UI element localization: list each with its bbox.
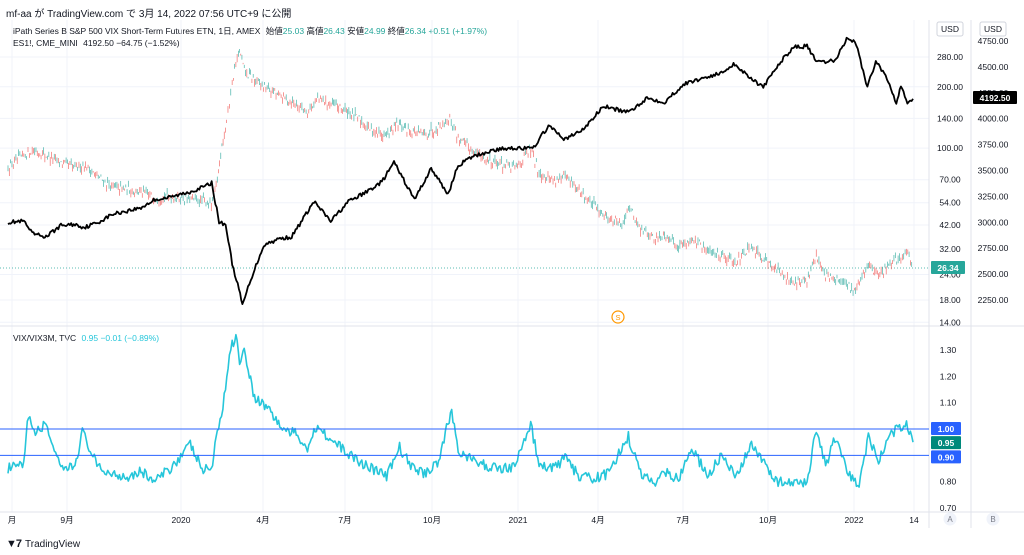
- left-axis-tick-label: 24.00: [939, 270, 961, 280]
- tradingview-logo-icon[interactable]: ▼7: [6, 538, 22, 550]
- right-axis-tick-label: 3500.00: [978, 166, 1009, 176]
- legend-vxx-high: 26.43: [323, 26, 345, 36]
- currency-label: USD: [984, 24, 1002, 34]
- vxx-last-price-label-bg: [931, 261, 965, 274]
- price-labels: 26.34 4192.50 1.00 0.95 0.90: [931, 91, 1017, 464]
- x-tick-label: 2020: [172, 515, 191, 525]
- x-tick-label: 9月: [60, 515, 73, 525]
- legend-vxx: iPath Series B S&P 500 VIX Short-Term Fu…: [13, 25, 487, 37]
- pane-button-a-bg[interactable]: [943, 512, 957, 526]
- pane-button-a[interactable]: A: [943, 512, 957, 526]
- legend-es-change: −64.75 (−1.52%): [116, 38, 180, 48]
- legend-vxx-low-label: 安値: [347, 26, 365, 36]
- legend-ratio: VIX/VIX3M, TVC 0.95 −0.01 (−0.89%): [13, 333, 159, 343]
- legend-vxx-high-label: 高値: [306, 26, 324, 36]
- legend-vxx-change: +0.51 (+1.97%): [428, 26, 488, 36]
- x-tick-label: 4月: [591, 515, 604, 525]
- pane-button-b-bg[interactable]: [986, 512, 1000, 526]
- lower-axis-tick-label: 0.70: [940, 503, 957, 513]
- legend-ratio-value: 0.95: [81, 333, 99, 343]
- vxx-series: [7, 49, 913, 296]
- x-tick-label: 14: [909, 515, 919, 525]
- right-axis-tick-label: 2250.00: [978, 295, 1009, 305]
- pane-button-b[interactable]: B: [986, 512, 1000, 526]
- pane-button-b-label: B: [990, 515, 995, 524]
- session-icon[interactable]: [611, 310, 625, 324]
- legend-ratio-title: VIX/VIX3M, TVC: [13, 333, 77, 343]
- right-axis-tick-label: 2500.00: [978, 269, 1009, 279]
- lower-axis-tick-label: 1.00: [940, 424, 957, 434]
- legend-ratio-change: −0.01 (−0.89%): [100, 333, 160, 343]
- currency-box[interactable]: [936, 21, 964, 37]
- legend-vxx-open-label: 始値: [265, 26, 283, 36]
- session-marker[interactable]: S: [611, 310, 625, 324]
- footer: ▼7 TradingView: [6, 538, 80, 550]
- x-tick-label: 10月: [423, 515, 441, 525]
- legend-vxx-close-label: 終値: [387, 26, 405, 36]
- legend-es-title: ES1!, CME_MINI: [13, 38, 78, 48]
- left-axis-tick-label: 100.00: [937, 143, 963, 153]
- session-icon-label: S: [615, 313, 620, 322]
- right-axis-tick-label: 4000.00: [978, 114, 1009, 124]
- left-axis-tick-label: 70.00: [939, 175, 961, 185]
- ratio-last-label: 0.95: [938, 438, 955, 448]
- x-tick-label: 7月: [338, 515, 351, 525]
- left-axis-tick-label: 200.00: [937, 82, 963, 92]
- right-axis-tick-label: 3000.00: [978, 217, 1009, 227]
- publish-header: mf-aa が TradingView.com で 3月 14, 2022 07…: [6, 9, 292, 20]
- lower-axis-tick-label: 1.30: [940, 345, 957, 355]
- left-axis-tick-label: 42.00: [939, 220, 961, 230]
- right-axis-tick-label: 2750.00: [978, 243, 1009, 253]
- legend-vxx-close: 26.34: [404, 26, 427, 36]
- right-axis-tick-label: 3250.00: [978, 191, 1009, 201]
- axes: 月 9月 2020 4月 7月 10月 2021 4月 7月 10月 2022 14 280.00 200…: [8, 21, 1009, 525]
- ratio-series: [7, 333, 914, 488]
- lower-axis-tick-label: 0.90: [940, 450, 957, 460]
- currency-label: USD: [941, 24, 959, 34]
- x-tick-label: 10月: [759, 515, 777, 525]
- lower-axis-tick-label: 1.20: [940, 371, 957, 381]
- x-tick-label: 7月: [676, 515, 689, 525]
- es-last-price-label-bg: [973, 91, 1017, 104]
- left-axis-tick-label: 140.00: [937, 113, 963, 123]
- left-axis-tick-label: 280.00: [937, 52, 963, 62]
- left-axis-tick-label: 14.00: [939, 317, 961, 327]
- currency-box[interactable]: [979, 21, 1007, 37]
- legend-es: ES1!, CME_MINI 4192.50 −64.75 (−1.52%): [13, 38, 180, 48]
- left-axis-tick-label: 18.00: [939, 295, 961, 305]
- right-axis-tick-label: 4250.00: [978, 88, 1009, 98]
- x-tick-label: 月: [8, 515, 17, 525]
- ratio-level-label-upper: 1.00: [938, 424, 955, 434]
- ratio-level-label-upper-bg: [931, 422, 961, 435]
- legend-vxx-low: 24.99: [364, 26, 386, 36]
- es-last-price-label: 4192.50: [980, 93, 1011, 103]
- legend-vxx-title: iPath Series B S&P 500 VIX Short-Term Fu…: [13, 26, 261, 36]
- right-axis-tick-label: 4500.00: [978, 62, 1009, 72]
- left-axis-tick-label: 54.00: [939, 198, 961, 208]
- ratio-line: [7, 333, 914, 488]
- lower-axis-tick-label: 0.80: [940, 477, 957, 487]
- right-axis-tick-label: 3750.00: [978, 140, 1009, 150]
- right-axis-tick-label: 4750.00: [978, 36, 1009, 46]
- pane-button-a-label: A: [947, 515, 953, 524]
- grid-lines: [0, 20, 929, 512]
- ratio-last-label-bg: [931, 436, 961, 450]
- x-tick-label: 2022: [845, 515, 864, 525]
- footer-brand[interactable]: TradingView: [25, 538, 81, 550]
- es-series: [7, 36, 914, 306]
- x-tick-label: 4月: [256, 515, 269, 525]
- vxx-last-price-label: 26.34: [937, 263, 959, 273]
- lower-axis-tick-label: 1.10: [940, 398, 957, 408]
- ratio-levels: [0, 428, 929, 456]
- ratio-level-label-lower: 0.90: [938, 452, 955, 462]
- x-tick-label: 2021: [509, 515, 528, 525]
- legend-vxx-open: 25.03: [282, 26, 305, 36]
- es-line: [7, 36, 914, 306]
- ratio-level-label-lower-bg: [931, 450, 961, 464]
- left-axis-tick-label: 32.00: [939, 244, 961, 254]
- legend-es-value: 4192.50: [83, 38, 114, 48]
